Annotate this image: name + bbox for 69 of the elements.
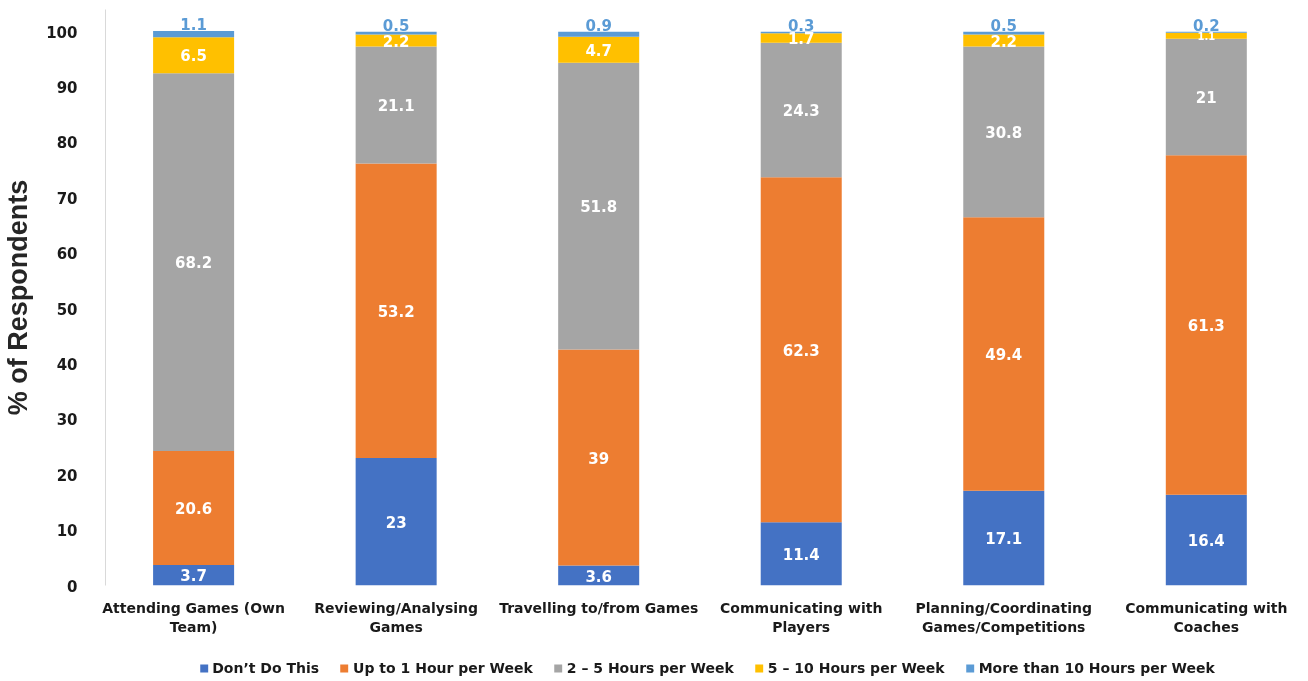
data-label: 49.4 [985, 345, 1023, 364]
bar [355, 46, 437, 164]
data-label: 30.8 [985, 123, 1023, 142]
legend-label: 2 – 5 Hours per Week [566, 660, 734, 676]
bar [760, 42, 842, 178]
data-label: 0.9 [585, 16, 612, 35]
data-label: 1.1 [180, 16, 207, 35]
data-label: 51.8 [580, 198, 618, 217]
y-tick-label: 50 [56, 300, 78, 319]
bar [760, 177, 842, 523]
data-label: 3.7 [180, 567, 207, 586]
data-label: 0.5 [382, 16, 410, 35]
x-tick-label: Communicating with Players [720, 599, 883, 635]
y-tick-label: 30 [56, 411, 78, 430]
legend-label: Don’t Do This [212, 660, 320, 676]
legend-label: 5 – 10 Hours per Week [767, 660, 945, 676]
data-label: 21.1 [377, 97, 415, 116]
y-tick-label: 90 [56, 79, 78, 98]
data-label: 21 [1195, 89, 1217, 108]
bar [153, 450, 235, 566]
x-tick-label: Travelling to/from Games [499, 599, 699, 616]
data-label: 16.4 [1187, 532, 1225, 551]
data-label: 6.5 [180, 47, 207, 66]
bar [963, 490, 1045, 586]
data-label: 3.6 [585, 567, 612, 586]
data-label: 11.4 [782, 545, 820, 564]
data-label: 68.2 [175, 254, 213, 273]
bar [1165, 494, 1247, 586]
y-axis-title: % of Respondents [3, 179, 34, 416]
x-tick-label: Planning/Coordinating Games/Competitions [915, 599, 1093, 635]
bar [963, 217, 1045, 491]
data-label: 2.2 [990, 32, 1018, 51]
bar [1165, 155, 1247, 495]
y-tick-label: 40 [56, 355, 78, 374]
data-label: 0.5 [990, 16, 1018, 35]
x-tick-label: Attending Games (Own Team) [102, 599, 286, 635]
data-label: 4.7 [585, 41, 612, 60]
bar [153, 31, 235, 38]
y-tick-label: 70 [56, 189, 78, 208]
y-tick-label: 60 [56, 245, 78, 264]
bar [355, 163, 437, 459]
x-tick-label: Communicating with Coaches [1125, 599, 1288, 635]
data-label: 20.6 [175, 499, 213, 518]
legend-label: Up to 1 Hour per Week [353, 660, 533, 676]
data-label: 62.3 [782, 341, 820, 360]
data-label: 39 [588, 449, 610, 468]
bar [558, 62, 640, 350]
bar [558, 36, 640, 63]
data-label: 61.3 [1187, 316, 1225, 335]
bar [153, 37, 235, 74]
x-tick-label: Reviewing/Analysing Games [314, 599, 479, 635]
bar [558, 349, 640, 566]
bar [760, 522, 842, 586]
data-label: 24.3 [782, 102, 820, 121]
y-tick-label: 100 [46, 23, 78, 42]
y-tick-label: 10 [56, 522, 78, 541]
data-label: 2.2 [382, 32, 410, 51]
bar [153, 73, 235, 451]
bar [355, 458, 437, 586]
bar [963, 46, 1045, 218]
data-label: 17.1 [985, 530, 1023, 549]
legend-label: More than 10 Hours per Week [978, 660, 1215, 676]
bar [558, 31, 640, 37]
bar [1165, 38, 1247, 156]
y-tick-label: 20 [56, 466, 78, 485]
data-label: 23 [385, 513, 407, 532]
y-tick-label: 80 [56, 134, 78, 153]
y-tick-label: 0 [67, 577, 78, 596]
data-label: 53.2 [377, 302, 415, 321]
